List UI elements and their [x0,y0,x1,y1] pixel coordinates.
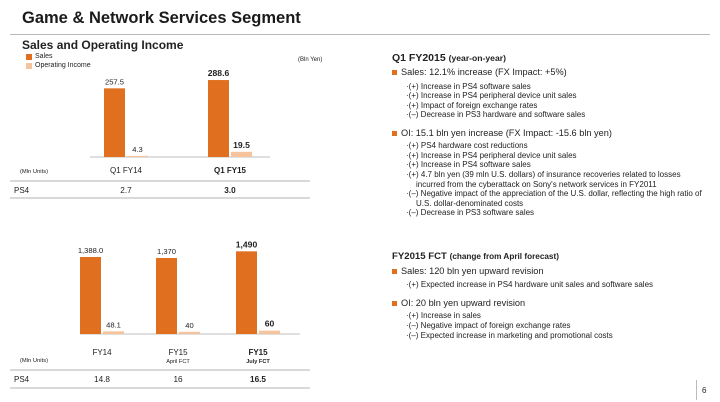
chart1-category-sub-2: July FCT [246,359,270,365]
chart0-label-sales-1: 288.6 [208,68,230,78]
chart0-table-header: (Mln Units) [20,169,48,175]
fct-commentary: FY2015 FCT (change from April forecast) … [392,251,702,340]
fct-oi-item-2: ·(–) Expected increase in marketing and … [406,330,613,340]
q1-heading-main: Q1 FY2015 [392,52,446,64]
q1-sales-item-3: ·(–) Decrease in PS3 hardware and softwa… [406,110,586,120]
q1-oi-item-5: ·(–) Decrease in PS3 software sales [406,208,535,218]
fct-sales-bullet: Sales: 120 bln yen upward revision [392,266,702,276]
fct-oi-item-0: ·(+) Increase in sales [406,311,481,321]
chart1-category-1: FY15 [168,348,188,357]
legend-label-sales: Sales [35,53,53,60]
q1-sales-item-1: ·(+) Increase in PS4 peripheral device u… [406,91,577,101]
chart1-table-value-2: 16.5 [250,375,266,384]
chart1-bar-sales-0 [80,256,101,334]
chart1-category-0: FY14 [92,348,112,357]
q1-sales-item-2: ·(+) Impact of foreign exchange rates [406,100,538,110]
chart0-bar-sales-0 [104,88,125,157]
chart0-label-oi-0: 4.3 [132,145,143,154]
q1-oi-item-1: ·(+) Increase in PS4 peripheral device u… [406,150,577,160]
bullet-square-icon [392,301,397,307]
bullet-square-icon [392,130,397,136]
chart1-category-sub-1: April FCT [166,359,190,365]
q1-commentary: Q1 FY2015 (year-on-year) Sales: 12.1% in… [392,53,702,218]
legend-label-oi: Operating Income [35,62,91,69]
fct-sales-text: Sales: 120 bln yen upward revision [401,266,544,277]
chart1-bar-oi-0 [103,331,124,334]
chart1-bar-sales-1 [156,257,177,334]
fct-sales-item-0: ·(+) Expected increase in PS4 hardware u… [406,279,654,289]
chart0-table-row-label: PS4 [14,186,30,195]
fct-heading: FY2015 FCT (change from April forecast) [392,251,702,262]
chart1-table-value-0: 14.8 [94,375,110,384]
chart-legend: Sales Operating Income [26,52,91,70]
fct-oi-item-1: ·(–) Negative impact of foreign exchange… [406,321,571,331]
chart0-bar-sales-1 [208,80,229,157]
bullet-square-icon [392,70,397,76]
q1-sales-text: Sales: 12.1% increase (FX Impact: +5%) [401,67,567,78]
chart0-label-sales-0: 257.5 [105,77,124,86]
chart1-bar-sales-2 [236,251,257,334]
chart1-table-row-label: PS4 [14,375,30,384]
chart1-label-oi-0: 48.1 [106,320,121,329]
unit-label: (Bln Yen) [298,57,323,63]
fct-heading-sub: (change from April forecast) [449,252,559,261]
fct-heading-main: FY2015 FCT [392,251,447,262]
chart1-label-sales-2: 1,490 [236,239,258,249]
legend-swatch-oi [26,62,32,69]
q1-oi-item-4: ·(–) Negative impact of the appreciation… [406,189,702,208]
charts-svg: 257.5 4.3 Q1 FY14 2.7 288.6 19.5 Q1 FY15 3.0 (Ml… [10,68,310,389]
chart1-label-oi-1: 40 [185,321,193,330]
chart1-table-header: (Mln Units) [20,358,48,364]
legend-item-oi: Operating Income [26,61,91,70]
fct-oi-text: OI: 20 bln yen upward revision [401,298,526,309]
chart0-bar-oi-1 [231,151,252,157]
chart1-category-2: FY15 [248,348,268,357]
q1-oi-text: OI: 15.1 bln yen increase (FX Impact: -1… [401,127,612,138]
q1-heading-sub: (year-on-year) [448,53,506,63]
footer-divider [696,380,697,400]
q1-sales-item-0: ·(+) Increase in PS4 software sales [406,81,531,91]
page-number: 6 [702,386,707,395]
chart0-table-value-0: 2.7 [120,186,132,195]
bullet-square-icon [392,269,397,275]
q1-sales-bullet: Sales: 12.1% increase (FX Impact: +5%) [392,67,702,77]
chart1-bar-oi-2 [259,330,280,334]
chart1-label-sales-1: 1,370 [157,247,176,256]
legend-item-sales: Sales [26,52,91,61]
chart1-label-oi-2: 60 [265,319,275,329]
chart1-bar-oi-1 [179,331,200,334]
chart0-category-0: Q1 FY14 [110,166,143,175]
q1-oi-item-2: ·(+) Increase in PS4 software sales [406,160,531,170]
fct-oi-items: ·(+) Increase in sales ·(–) Negative impa… [392,311,702,340]
q1-sales-items: ·(+) Increase in PS4 software sales ·(+) … [392,82,702,120]
legend-swatch-sales [26,53,32,60]
q1-heading: Q1 FY2015 (year-on-year) [392,52,702,64]
page-title: Game & Network Services Segment [22,9,301,27]
chart0-category-1: Q1 FY15 [214,166,247,175]
fct-oi-bullet: OI: 20 bln yen upward revision [392,298,702,308]
q1-oi-item-0: ·(+) PS4 hardware cost reductions [406,141,528,151]
chart0-bar-oi-0 [127,155,148,157]
chart0-table-value-1: 3.0 [224,186,236,195]
chart1-table-value-1: 16 [173,375,183,384]
title-divider [10,34,710,35]
section-title: Sales and Operating Income [22,38,184,52]
q1-oi-items: ·(+) PS4 hardware cost reductions ·(+) In… [392,141,702,218]
q1-oi-item-3: ·(+) 4.7 bln yen (39 mln U.S. dollars) o… [406,170,681,189]
fct-sales-items: ·(+) Expected increase in PS4 hardware u… [392,280,702,290]
chart1-label-sales-0: 1,388.0 [78,246,103,255]
q1-oi-bullet: OI: 15.1 bln yen increase (FX Impact: -1… [392,128,702,138]
chart0-label-oi-1: 19.5 [233,140,250,150]
